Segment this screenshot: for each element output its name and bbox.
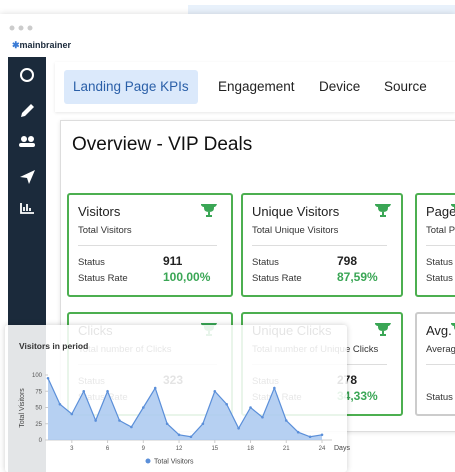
line [47,378,323,438]
rate-label: Status Rate [252,273,302,284]
rate-value: 87,59% [337,270,378,284]
tab[interactable]: Source [384,79,427,94]
point [320,433,324,437]
card-subtitle: Total P [426,225,455,236]
x-tick-label: 12 [176,446,183,452]
point [201,422,205,426]
trophy-icon [375,204,391,217]
x-tick-label: 15 [211,446,218,452]
rate-label: Status [426,392,453,403]
point [153,386,157,390]
divider [426,364,455,365]
point [284,419,288,422]
y-axis-label: Total Visitors [19,388,26,428]
legend-marker [145,458,151,464]
point [130,425,133,429]
status-value: 798 [337,254,358,268]
sidebar-icons [19,68,35,214]
status-label: Status [78,257,105,268]
point [213,389,217,393]
kpi-card: Visitors Total Visitors Status 911 Status Ra… [67,193,233,297]
tab[interactable]: Engagement [218,79,295,94]
card-title: Unique Visitors [252,204,340,219]
kpi-card: Page Total P Status Status [415,193,455,297]
icon-send[interactable] [20,170,35,184]
point [189,435,193,439]
y-tick-label: 0 [39,438,43,444]
divider [78,245,217,246]
point [165,422,169,426]
point [58,402,62,406]
divider [426,245,455,246]
point [308,435,312,439]
rate-label: Status Rate [78,273,128,284]
trophy-icon [201,204,217,217]
trophy-icon [451,323,455,330]
status-label: Status [252,257,279,268]
point [261,415,264,419]
point [82,389,86,393]
x-tick-label: 24 [319,446,326,452]
rate-label: Status [426,273,453,284]
icon-chart[interactable] [20,203,34,214]
chart-card [5,325,347,472]
icon-users[interactable] [19,136,35,147]
point [225,402,228,406]
kpi-card: Avg. T Averag Status [415,312,455,416]
point [237,427,240,430]
x-axis-label: Days [334,445,350,452]
point [273,386,276,390]
x-tick-label: 6 [106,446,110,452]
window-dots [9,25,33,31]
status-value: 911 [163,254,183,268]
point [70,412,74,416]
logo: ✱mainbrainer [12,40,72,50]
status-label: Status [426,257,453,268]
card-title: Visitors [78,204,121,219]
point [46,376,50,380]
logo-text: mainbrainer [19,40,72,50]
y-tick-label: 25 [35,422,42,428]
point [249,406,252,409]
point [106,389,109,393]
card-subtitle: Total Unique Visitors [252,225,339,236]
point [142,406,145,409]
x-tick-label: 18 [247,446,254,452]
trophy-icon [451,204,455,211]
legend-label: Total Visitors [154,459,194,466]
x-tick-label: 3 [70,446,74,452]
card-subtitle: Averag [426,344,455,355]
tab[interactable]: Device [319,79,361,94]
divider [252,245,387,246]
y-tick-label: 75 [35,389,42,395]
point [296,430,300,434]
rate-value: 34,33% [337,389,378,403]
chart-title: Visitors in period [19,341,88,351]
trophy-icon [375,323,391,336]
card-title: Page [426,204,455,219]
icon-dashboard[interactable] [20,68,34,82]
tab[interactable]: Landing Page KPIs [64,70,198,104]
y-tick-label: 100 [32,373,43,379]
rate-value: 100,00% [163,270,211,284]
panel-title: Overview - VIP Deals [72,134,253,155]
point [94,419,97,422]
point [118,419,121,422]
icon-edit[interactable] [21,104,34,117]
point [177,433,181,437]
card-title: Avg. T [426,323,455,338]
card-subtitle: Total Visitors [78,225,132,236]
x-tick-label: 21 [283,446,290,452]
area [48,378,322,440]
kpi-card: Unique Visitors Total Unique Visitors Stat… [241,193,403,297]
x-tick-label: 9 [142,446,146,452]
y-tick-label: 50 [35,406,42,412]
